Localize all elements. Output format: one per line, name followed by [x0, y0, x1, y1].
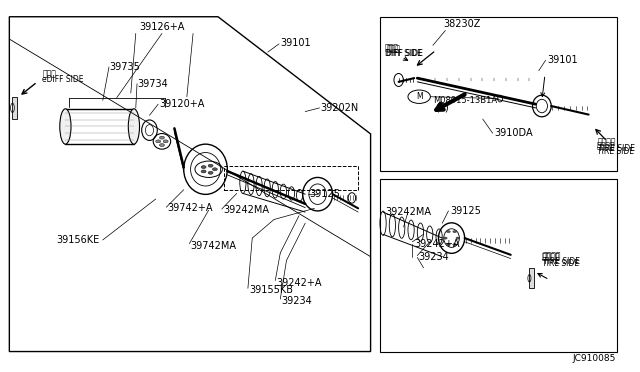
Text: 3910DA: 3910DA	[494, 128, 532, 138]
Text: (6): (6)	[435, 103, 449, 113]
Text: 39242+A: 39242+A	[276, 278, 322, 288]
Circle shape	[456, 237, 460, 239]
Text: 39120+A: 39120+A	[159, 99, 204, 109]
Text: 39234: 39234	[282, 296, 312, 306]
Circle shape	[201, 166, 206, 169]
Text: M08915-13B1A: M08915-13B1A	[433, 96, 497, 105]
Text: デフ側: デフ側	[42, 69, 56, 78]
Circle shape	[208, 164, 213, 167]
Text: 39126+A: 39126+A	[140, 22, 184, 32]
Text: DIFF SIDE: DIFF SIDE	[386, 49, 423, 58]
Text: eDIFF SIDE: eDIFF SIDE	[42, 76, 84, 84]
Circle shape	[212, 168, 218, 171]
Text: TIRE SIDE: TIRE SIDE	[596, 147, 634, 156]
Text: 39742MA: 39742MA	[190, 241, 236, 250]
Circle shape	[159, 144, 164, 147]
Text: TIRE SIDE: TIRE SIDE	[598, 144, 635, 153]
Circle shape	[444, 237, 447, 239]
Ellipse shape	[128, 109, 140, 144]
Bar	[65, 109, 134, 144]
Circle shape	[453, 231, 456, 233]
Text: 39242MA: 39242MA	[385, 207, 431, 217]
Text: DIFF SIDE: DIFF SIDE	[385, 49, 422, 58]
Text: デフ側: デフ側	[385, 43, 399, 52]
Text: 39242MA: 39242MA	[223, 205, 269, 215]
Ellipse shape	[60, 109, 71, 144]
Text: TIRE SIDE: TIRE SIDE	[542, 259, 579, 267]
Circle shape	[156, 140, 161, 143]
Circle shape	[163, 140, 168, 143]
Text: 39734: 39734	[137, 79, 168, 89]
Bar	[529, 268, 534, 288]
Text: 39125: 39125	[310, 189, 340, 199]
Bar	[224, 166, 358, 190]
Text: タイヤ側: タイヤ側	[543, 251, 562, 260]
Text: 39125: 39125	[451, 206, 481, 216]
Text: 39202N: 39202N	[321, 103, 359, 113]
Bar	[12, 97, 17, 119]
Text: 39242+A: 39242+A	[414, 239, 460, 248]
Text: 39234: 39234	[419, 253, 449, 262]
Text: タイヤ側: タイヤ側	[542, 252, 561, 261]
Text: TIRE SIDE: TIRE SIDE	[543, 257, 580, 266]
Circle shape	[201, 170, 206, 173]
Circle shape	[453, 243, 456, 246]
Text: 39101: 39101	[547, 55, 577, 65]
Circle shape	[208, 171, 213, 174]
Text: 39155KB: 39155KB	[249, 285, 293, 295]
Text: M: M	[416, 92, 422, 101]
Text: タイヤ側: タイヤ側	[596, 141, 615, 150]
Circle shape	[447, 231, 451, 233]
Circle shape	[159, 136, 164, 139]
Text: 39101: 39101	[280, 38, 311, 48]
Text: デフ側: デフ側	[386, 44, 400, 53]
Text: 39742+A: 39742+A	[167, 203, 212, 213]
Circle shape	[447, 243, 451, 246]
Text: 39735: 39735	[109, 62, 140, 72]
Text: JC910085: JC910085	[572, 355, 616, 363]
Text: 38230Z: 38230Z	[444, 19, 481, 29]
Text: タイヤ側: タイヤ側	[598, 138, 616, 147]
Text: 39156KE: 39156KE	[56, 235, 99, 245]
